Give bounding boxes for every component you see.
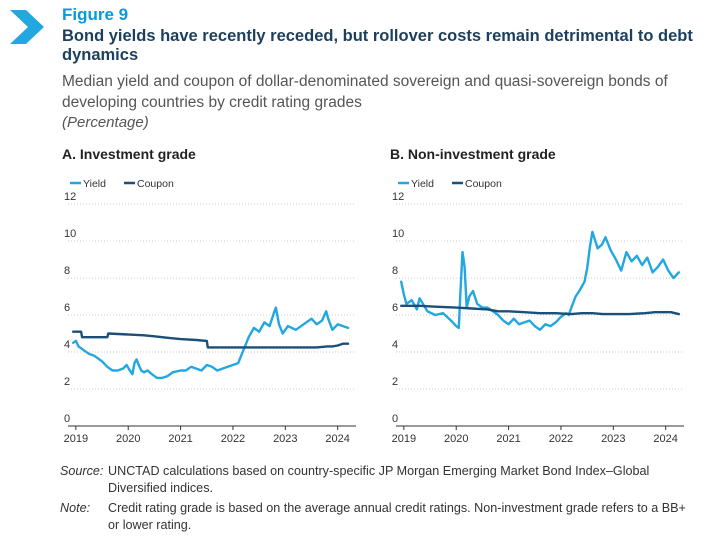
- note-key: Note:: [60, 501, 91, 515]
- x-tick-label: 2021: [168, 433, 192, 445]
- y-tick-label: 12: [392, 191, 404, 203]
- y-tick-label: 2: [64, 376, 70, 388]
- legend-label-coupon: Coupon: [137, 178, 174, 190]
- figure-label: Figure 9: [62, 5, 129, 24]
- y-tick-label: 4: [392, 339, 398, 351]
- x-tick-label: 2022: [221, 433, 245, 445]
- x-tick-label: 2023: [273, 433, 297, 445]
- y-tick-label: 10: [64, 228, 76, 240]
- x-tick-label: 2024: [325, 433, 349, 445]
- y-tick-label: 10: [392, 228, 404, 240]
- source-key: Source:: [60, 464, 104, 478]
- y-tick-label: 6: [64, 302, 70, 314]
- x-tick-label: 2023: [601, 433, 625, 445]
- series-line-coupon: [399, 304, 680, 316]
- x-tick-label: 2024: [653, 433, 677, 445]
- x-tick-label: 2019: [392, 433, 416, 445]
- chart-panel-b: Yield Coupon 0 2 4 6 8 10 12 2019 2020 2021 2022 2023…: [392, 178, 684, 445]
- y-tick-label: 4: [64, 339, 70, 351]
- y-tick-label: 12: [64, 191, 76, 203]
- legend-label-yield: Yield: [411, 178, 434, 190]
- panel-a-title: A. Investment grade: [62, 146, 196, 162]
- y-tick-label: 8: [64, 265, 70, 277]
- panel-b-title: B. Non-investment grade: [390, 146, 556, 162]
- units-label: (Percentage): [62, 114, 149, 131]
- x-tick-label: 2021: [496, 433, 520, 445]
- x-tick-label: 2020: [116, 433, 140, 445]
- series-line-yield: [399, 230, 680, 332]
- legend-label-yield: Yield: [83, 178, 106, 190]
- y-tick-label: 0: [64, 413, 70, 425]
- legend-label-coupon: Coupon: [465, 178, 502, 190]
- figure-title: Bond yields have recently receded, but r…: [62, 27, 693, 64]
- chevron-arrow-icon: [10, 10, 44, 44]
- footnotes: Source: UNCTAD calculations based on cou…: [60, 463, 700, 537]
- x-tick-label: 2022: [549, 433, 573, 445]
- x-tick-label: 2019: [64, 433, 88, 445]
- x-tick-label: 2020: [444, 433, 468, 445]
- y-tick-label: 2: [392, 376, 398, 388]
- y-tick-label: 6: [392, 302, 398, 314]
- series-line-coupon: [71, 330, 350, 349]
- y-tick-label: 8: [392, 265, 398, 277]
- figure-subtitle: Median yield and coupon of dollar-denomi…: [62, 73, 668, 111]
- note: Note: Credit rating grade is based on th…: [60, 500, 700, 534]
- series-line-yield: [71, 306, 350, 380]
- source-text: UNCTAD calculations based on country-spe…: [108, 464, 650, 495]
- source-note: Source: UNCTAD calculations based on cou…: [60, 463, 700, 497]
- y-tick-label: 0: [392, 413, 398, 425]
- note-text: Credit rating grade is based on the aver…: [108, 501, 686, 532]
- chart-panel-a: Yield Coupon 0 2 4 6 8 10 12 2019 2020 2021 2022 2023…: [64, 178, 356, 445]
